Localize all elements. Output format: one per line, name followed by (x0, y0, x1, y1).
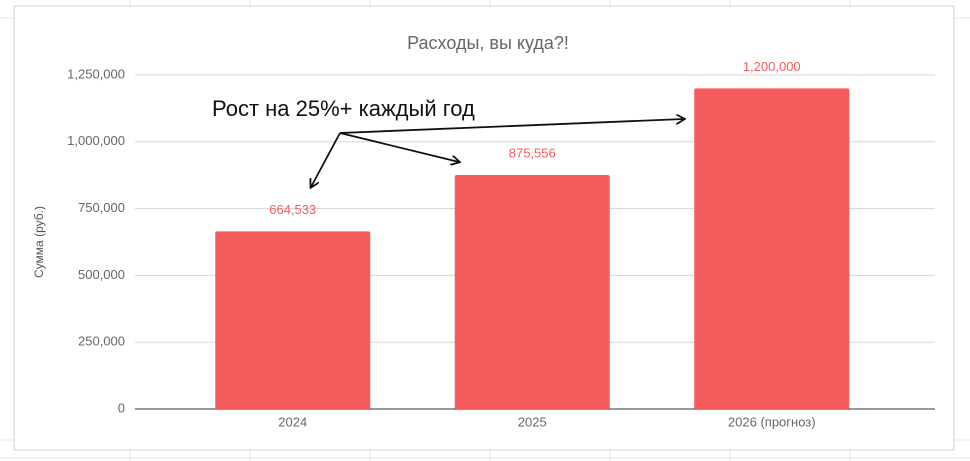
y-tick-label: 1,250,000 (67, 66, 125, 81)
chart-title: Расходы, вы куда?! (407, 33, 569, 53)
value-label: 664,533 (269, 202, 316, 217)
arrow (339, 132, 459, 162)
y-axis-label: Сумма (руб.) (32, 206, 46, 278)
y-tick-label: 1,000,000 (67, 133, 125, 148)
annotation-arrows (311, 119, 684, 187)
y-tick-label: 750,000 (78, 200, 125, 215)
y-tick-label: 0 (118, 400, 125, 415)
value-label: 1,200,000 (743, 59, 801, 74)
x-tick-label: 2026 (прогноз) (728, 414, 816, 429)
arrow (311, 132, 341, 187)
annotation: Рост на 25%+ каждый год (212, 96, 475, 121)
bar (454, 175, 610, 409)
value-label: 875,556 (509, 145, 556, 160)
x-tick-label: 2025 (518, 414, 547, 429)
y-tick-label: 250,000 (78, 334, 125, 349)
bar (694, 88, 850, 410)
bars: 2024 664,533 2025 875,556 2026 (прогноз) 1,20… (215, 59, 850, 429)
arrow (339, 119, 684, 134)
x-tick-label: 2024 (278, 414, 307, 429)
bar (215, 231, 371, 409)
y-tick-label: 500,000 (78, 267, 125, 282)
